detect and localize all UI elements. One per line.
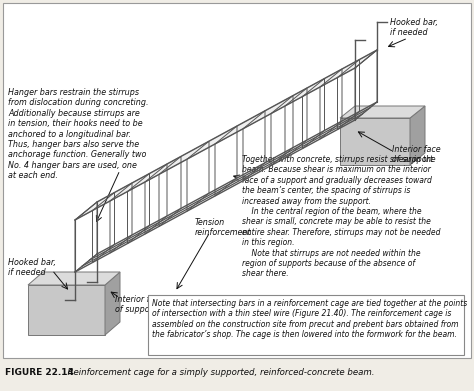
Polygon shape [340,118,410,165]
Polygon shape [340,106,425,118]
Text: Hanger bars restrain the stirrups
from dislocation during concreting.
Additional: Hanger bars restrain the stirrups from d… [8,88,148,180]
Text: Hooked bar,
if needed: Hooked bar, if needed [390,18,438,38]
Text: Hooked bar,
if needed: Hooked bar, if needed [8,258,56,277]
Polygon shape [28,285,105,335]
Text: FIGURE 22.14: FIGURE 22.14 [5,368,74,377]
Bar [148,295,464,355]
Polygon shape [75,50,377,220]
Polygon shape [28,272,120,285]
Text: Tension
reinforcement: Tension reinforcement [195,218,252,237]
Polygon shape [105,272,120,335]
Text: Interior face
of support: Interior face of support [115,295,164,314]
Text: Reinforcement cage for a simply supported, reinforced-concrete beam.: Reinforcement cage for a simply supporte… [62,368,374,377]
Text: Note that intersecting bars in a reinforcement cage are tied together at the poi: Note that intersecting bars in a reinfor… [152,299,467,339]
Text: Together with concrete, stirrups resist shear in the
beam. Because shear is maxi: Together with concrete, stirrups resist … [242,155,440,278]
Text: Interior face
of support: Interior face of support [392,145,441,164]
Polygon shape [410,106,425,165]
